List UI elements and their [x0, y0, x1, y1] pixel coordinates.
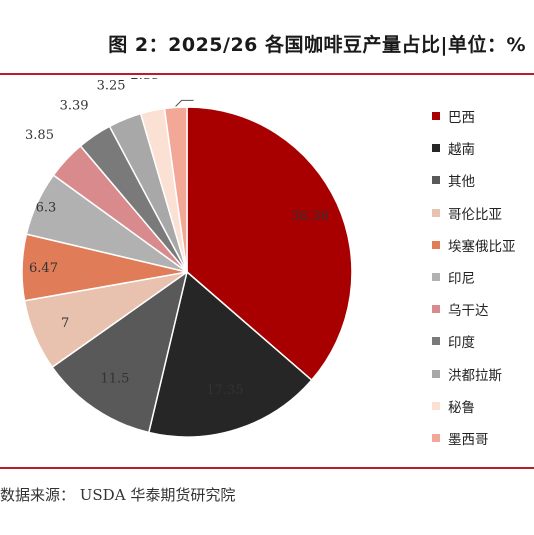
- pie-chart: 36.38 17.35 11.5 7 6.47 6.3 3.85 3.39 3.25 2.352.…: [21, 78, 353, 438]
- slice-data-label: 17.35: [206, 383, 243, 398]
- slice-data-label: 11.5: [100, 372, 129, 387]
- legend-item: 越南: [432, 132, 516, 164]
- legend-label: 印尼: [448, 271, 475, 288]
- legend-item: 其他: [432, 164, 516, 196]
- slice-data-label: 36.38: [291, 209, 328, 224]
- legend-label: 洪都拉斯: [448, 367, 502, 384]
- legend-swatch: [432, 305, 440, 314]
- legend-swatch: [432, 112, 440, 121]
- legend-item: 墨西哥: [432, 422, 516, 454]
- legend-item: 埃塞俄比亚: [432, 229, 516, 261]
- legend-item: 乌干达: [432, 293, 516, 325]
- legend-swatch: [432, 433, 440, 442]
- legend-label: 巴西: [448, 110, 475, 127]
- legend-swatch: [432, 208, 440, 217]
- legend-swatch: [432, 273, 440, 282]
- legend-swatch: [432, 401, 440, 410]
- slice-data-label: 6.3: [36, 200, 57, 215]
- legend-label: 其他: [448, 174, 475, 191]
- slice-data-label: 3.25: [97, 79, 126, 94]
- legend-label: 乌干达: [448, 303, 489, 320]
- legend-item: 洪都拉斯: [432, 358, 516, 390]
- legend-label: 墨西哥: [448, 431, 489, 448]
- legend-item: 印尼: [432, 261, 516, 293]
- legend-swatch: [432, 369, 440, 378]
- legend-swatch: [432, 176, 440, 185]
- pie-slice: [163, 106, 188, 273]
- bottom-divider: [0, 467, 534, 469]
- slice-data-label: 2.18: [159, 78, 188, 79]
- pie-slice: [51, 270, 189, 434]
- legend-item: 印度: [432, 325, 516, 357]
- legend-label: 埃塞俄比亚: [448, 238, 516, 255]
- slice-data-label: 3.85: [25, 128, 54, 143]
- legend-label: 哥伦比亚: [448, 206, 502, 223]
- pie-slice: [147, 270, 313, 438]
- legend-label: 秘鲁: [448, 399, 475, 416]
- legend-item: 哥伦比亚: [432, 197, 516, 229]
- legend-label: 印度: [448, 335, 475, 352]
- legend-swatch: [432, 240, 440, 249]
- legend-label: 越南: [448, 142, 475, 159]
- legend-item: 秘鲁: [432, 390, 516, 422]
- legend-swatch: [432, 144, 440, 153]
- title-divider: [0, 73, 534, 75]
- chart-title: 图 2：2025/26 各国咖啡豆产量占比|单位：%: [108, 34, 526, 56]
- slice-data-label: 2.35: [130, 78, 159, 83]
- chart-legend: 巴西越南其他哥伦比亚埃塞俄比亚印尼乌干达印度洪都拉斯秘鲁墨西哥: [432, 100, 516, 454]
- source-note: 数据来源： USDA 华泰期货研究院: [0, 486, 236, 504]
- legend-swatch: [432, 337, 440, 346]
- leader-line: [175, 99, 194, 107]
- pie-slice: [186, 106, 353, 382]
- legend-item: 巴西: [432, 100, 516, 132]
- slice-data-label: 7: [61, 316, 69, 331]
- slice-data-label: 3.39: [60, 98, 89, 113]
- slice-data-label: 6.47: [29, 261, 58, 276]
